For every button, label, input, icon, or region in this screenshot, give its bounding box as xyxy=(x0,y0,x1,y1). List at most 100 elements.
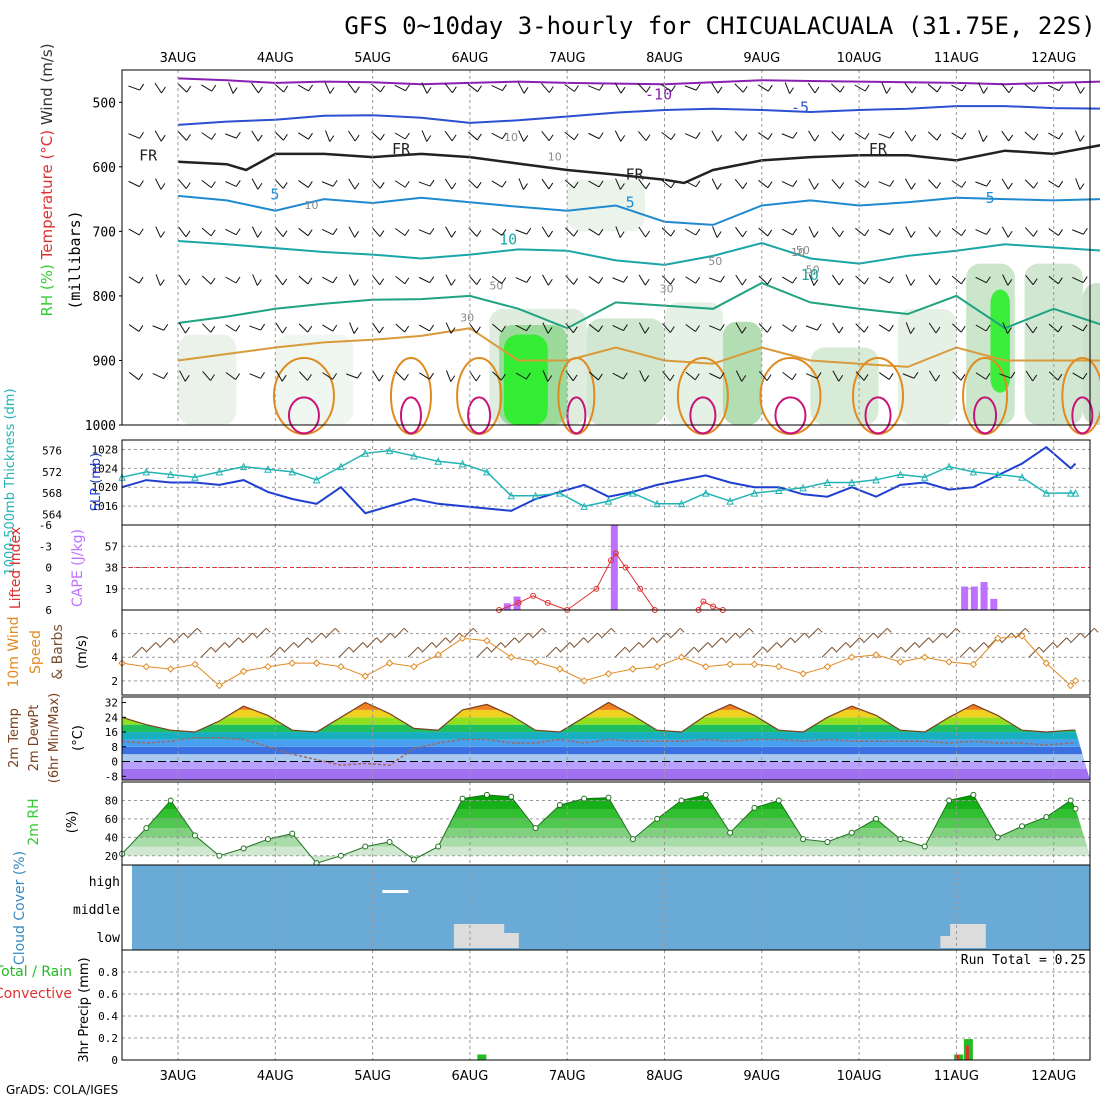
wind-barb xyxy=(348,178,356,190)
wind-barb xyxy=(445,322,452,334)
wind-barb-10m-flag xyxy=(541,627,547,633)
wind-barb-10m-flag xyxy=(721,637,726,643)
wind-barb xyxy=(637,131,647,141)
wind-barb-10m xyxy=(959,646,971,658)
wind-barb xyxy=(1001,226,1009,238)
wind-barb-flag xyxy=(766,326,772,333)
wind-barb-10m-flag xyxy=(169,637,174,643)
wind-barb xyxy=(154,82,162,94)
wind-barb-flag xyxy=(185,182,191,189)
wind-barb-flag xyxy=(839,85,845,93)
panel-wind10m: 2 4 6 10m Wind Speed & Barbs (m/s) xyxy=(6,609,1099,696)
rh-point xyxy=(800,836,807,843)
wind-barb-flag xyxy=(307,374,312,381)
temp-tick: 24 xyxy=(105,711,119,724)
wind-barb-flag xyxy=(864,132,870,140)
wind-barb-flag xyxy=(185,278,191,286)
temp-contour-label: -10 xyxy=(645,86,672,104)
wind-barb xyxy=(492,371,502,381)
cape-bar xyxy=(610,525,618,610)
wind-barb-flag xyxy=(838,278,844,286)
thickness-point xyxy=(142,467,151,476)
wind-barb-flag xyxy=(450,327,456,334)
precip-label: 3hr Precip (mm) xyxy=(77,957,92,1062)
panel-precip: 0 0.2 0.4 0.6 0.8 Run Total = 0.25 Total / Rai… xyxy=(0,949,1091,1067)
wind-barb xyxy=(128,228,140,236)
wind-barb-flag xyxy=(450,279,456,286)
wind-barb-flag xyxy=(1082,324,1088,332)
thickness-tick: 576 xyxy=(42,445,62,458)
wind-barb-flag xyxy=(573,229,579,237)
rh-shading xyxy=(1024,263,1083,425)
temp-label-2-part: 2m DewPt xyxy=(27,705,42,772)
wind-barb-flag xyxy=(185,230,191,238)
cloud-high-bar xyxy=(382,890,409,893)
wind-barb-flag xyxy=(160,231,166,238)
thickness-point xyxy=(726,496,734,505)
li-point xyxy=(544,599,551,606)
wind-barb-flag xyxy=(354,134,360,142)
wind-barb xyxy=(252,274,258,286)
wind-barb xyxy=(588,132,600,140)
rh-contour-label: 10 xyxy=(791,246,805,259)
wind-barb xyxy=(1001,82,1010,94)
temp-band xyxy=(122,702,1090,710)
date-label-bottom: 8AUG xyxy=(646,1069,683,1084)
wind-barb xyxy=(348,130,356,142)
wind-barb-10m xyxy=(794,632,805,644)
wind-speed-point xyxy=(677,653,686,661)
rh-contour-label: 30 xyxy=(660,283,674,296)
wind-barb xyxy=(808,130,816,142)
wind-barb-flag xyxy=(961,181,967,188)
wind-barb-flag xyxy=(742,230,747,238)
wind-barb-10m xyxy=(531,627,543,639)
rh-point xyxy=(581,795,588,802)
wind-barb-10m xyxy=(421,642,433,653)
thickness-point xyxy=(701,489,710,497)
wind-barb-flag xyxy=(766,374,772,381)
wind-barb-flag xyxy=(307,325,313,333)
temp-tick: -8 xyxy=(105,770,118,783)
wind-barb-10m xyxy=(407,646,419,658)
wind-barb-flag xyxy=(379,230,385,237)
wind-barb-flag xyxy=(332,179,338,187)
precip-tick: 0 xyxy=(111,1054,118,1067)
wind-barb xyxy=(928,179,938,189)
temp-unit: (°C) xyxy=(71,725,86,751)
wind-barb xyxy=(298,275,309,285)
wind-barb-flag xyxy=(813,231,819,238)
wind-barb xyxy=(418,276,431,284)
wind-barb-flag xyxy=(160,134,166,142)
wind-barb-10m xyxy=(297,637,308,649)
wind-barb xyxy=(444,130,453,142)
cape-tick: 57 xyxy=(105,540,118,553)
wind-speed-point xyxy=(702,662,710,671)
rh-tick: 60 xyxy=(105,813,118,826)
wind-speed-point xyxy=(848,653,856,661)
wind-barb xyxy=(978,82,984,94)
rh-point xyxy=(410,856,417,863)
rh-point xyxy=(216,852,223,859)
rh-point xyxy=(970,791,977,798)
temp-contour-hot xyxy=(973,396,998,435)
wind-barb-flag xyxy=(694,373,700,381)
wind-barb-flag xyxy=(644,278,650,286)
wind-barb-10m-flag xyxy=(583,637,588,643)
panel-cloud: high middle low Cloud Cover (%) xyxy=(12,851,1091,965)
wind-barb xyxy=(128,133,140,139)
wind-barb-10m-flag xyxy=(141,646,147,652)
thickness-point xyxy=(750,489,759,497)
wind-barb-flag xyxy=(620,86,626,94)
wind-barb-flag xyxy=(982,135,988,142)
wind-barb-flag xyxy=(573,133,579,141)
wind-barb-flag xyxy=(889,228,895,235)
temp-contour-label: FR xyxy=(392,140,411,158)
rh-point xyxy=(483,791,490,798)
wind-barb xyxy=(445,274,452,286)
wind-barb xyxy=(808,178,815,190)
date-label-bottom: 5AUG xyxy=(354,1069,391,1084)
wind-barb xyxy=(1024,83,1035,93)
wind-barb-flag xyxy=(501,229,507,236)
wind-barb xyxy=(469,370,477,382)
